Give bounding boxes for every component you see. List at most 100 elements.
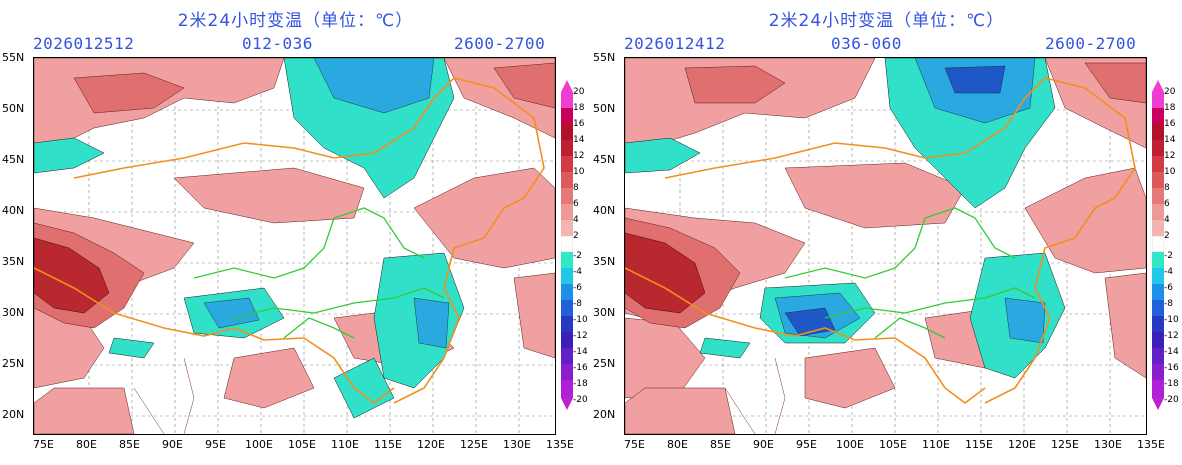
init-time: 2026012512 xyxy=(33,34,135,53)
lon-label: 130E xyxy=(503,438,531,451)
lon-label: 110E xyxy=(922,438,950,451)
colorbar-label: -8 xyxy=(573,299,582,309)
lat-label: 55N xyxy=(593,51,616,64)
colorbar-label: -10 xyxy=(573,315,588,325)
forecast-range: 012-036 xyxy=(242,34,313,53)
map-svg xyxy=(625,58,1146,434)
panel-title: 2米24小时变温（单位：℃） xyxy=(768,11,1005,31)
lon-label: 100E xyxy=(245,438,273,451)
lon-label: 120E xyxy=(1008,438,1036,451)
colorbar-label: 12 xyxy=(1164,151,1176,161)
lon-label: 85E xyxy=(119,438,140,451)
colorbar-label: 20 xyxy=(573,87,585,97)
lon-label: 125E xyxy=(1051,438,1079,451)
cold-anomaly-core xyxy=(203,58,450,349)
map-svg xyxy=(34,58,555,434)
rivers xyxy=(784,207,1036,339)
lat-label: 40N xyxy=(2,204,25,217)
map-area xyxy=(33,57,556,435)
lon-label: 120E xyxy=(417,438,445,451)
lat-label: 45N xyxy=(2,153,25,166)
lat-label: 40N xyxy=(593,204,616,217)
colorbar-label: 10 xyxy=(573,167,585,177)
rivers xyxy=(193,207,445,339)
colorbar-label: 2 xyxy=(573,231,579,241)
elevation-range: 2600-2700 xyxy=(454,34,546,53)
lat-label: 35N xyxy=(593,255,616,268)
lon-label: 105E xyxy=(879,438,907,451)
colorbar-label: -10 xyxy=(1164,315,1179,325)
lat-label: 25N xyxy=(2,357,25,370)
colorbar-label: -20 xyxy=(573,395,588,405)
lat-label: 50N xyxy=(2,102,25,115)
map-panel-left: 2米24小时变温（单位：℃） 2026012512 012-036 2600-2… xyxy=(2,11,588,451)
map-panel-right: 2米24小时变温（单位：℃） 2026012412 036-060 2600-2… xyxy=(591,0,1182,465)
colorbar-label: 14 xyxy=(1164,135,1176,145)
colorbar-label: -12 xyxy=(1164,331,1179,341)
lon-label: 95E xyxy=(796,438,817,451)
colorbar-label: 16 xyxy=(573,119,585,129)
colorbar-label: -18 xyxy=(1164,379,1179,389)
province-lines xyxy=(133,357,195,434)
colorbar-label: 8 xyxy=(573,183,579,193)
colorbar-label: 4 xyxy=(573,215,579,225)
init-time: 2026012412 xyxy=(624,34,726,53)
lon-label: 90E xyxy=(753,438,774,451)
colorbar-label: 18 xyxy=(1164,103,1176,113)
colorbar-label: 20 xyxy=(1164,87,1176,97)
lon-label: 75E xyxy=(33,438,54,451)
colorbar-label: -2 xyxy=(1164,251,1173,261)
colorbar-label: -6 xyxy=(1164,283,1173,293)
colorbar-label: 2 xyxy=(1164,231,1170,241)
lat-label: 30N xyxy=(593,306,616,319)
lon-label: 115E xyxy=(965,438,993,451)
lon-label: 80E xyxy=(76,438,97,451)
colorbar-label: -8 xyxy=(1164,299,1173,309)
lon-label: 80E xyxy=(667,438,688,451)
colorbar-label: -4 xyxy=(1164,267,1173,277)
colorbar-label: -16 xyxy=(573,363,588,373)
lon-label: 95E xyxy=(205,438,226,451)
colorbar-label: -16 xyxy=(1164,363,1179,373)
lon-label: 105E xyxy=(288,438,316,451)
colorbar-label: -18 xyxy=(573,379,588,389)
lat-label: 25N xyxy=(593,357,616,370)
colorbar-label: 6 xyxy=(1164,199,1170,209)
map-area xyxy=(624,57,1147,435)
colorbar-label: -14 xyxy=(573,347,588,357)
lon-label: 100E xyxy=(836,438,864,451)
lat-label: 20N xyxy=(593,408,616,421)
lat-label: 55N xyxy=(2,51,25,64)
lon-label: 90E xyxy=(162,438,183,451)
lat-label: 20N xyxy=(2,408,25,421)
province-lines xyxy=(724,357,786,434)
lon-label: 135E xyxy=(546,438,574,451)
lat-label: 45N xyxy=(593,153,616,166)
panel-title: 2米24小时变温（单位：℃） xyxy=(177,11,414,31)
colorbar-label: 6 xyxy=(573,199,579,209)
elevation-range: 2600-2700 xyxy=(1045,34,1137,53)
colorbar xyxy=(561,80,573,410)
warm-anomaly-peak xyxy=(625,232,706,314)
lon-label: 135E xyxy=(1137,438,1165,451)
lat-label: 30N xyxy=(2,306,25,319)
lon-label: 110E xyxy=(331,438,359,451)
colorbar-label: 12 xyxy=(573,151,585,161)
lon-label: 85E xyxy=(710,438,731,451)
country-borders xyxy=(34,77,545,404)
colorbar-label: -12 xyxy=(573,331,588,341)
colorbar-label: -6 xyxy=(573,283,582,293)
colorbar-label: 8 xyxy=(1164,183,1170,193)
lon-label: 125E xyxy=(460,438,488,451)
colorbar-label: 4 xyxy=(1164,215,1170,225)
country-borders xyxy=(625,77,1136,404)
colorbar xyxy=(1152,80,1164,410)
lon-label: 130E xyxy=(1094,438,1122,451)
colorbar-label: -4 xyxy=(573,267,582,277)
lon-label: 75E xyxy=(624,438,645,451)
lat-label: 50N xyxy=(593,102,616,115)
forecast-range: 036-060 xyxy=(831,34,902,53)
colorbar-label: -2 xyxy=(573,251,582,261)
lat-label: 35N xyxy=(2,255,25,268)
colorbar-label: 16 xyxy=(1164,119,1176,129)
